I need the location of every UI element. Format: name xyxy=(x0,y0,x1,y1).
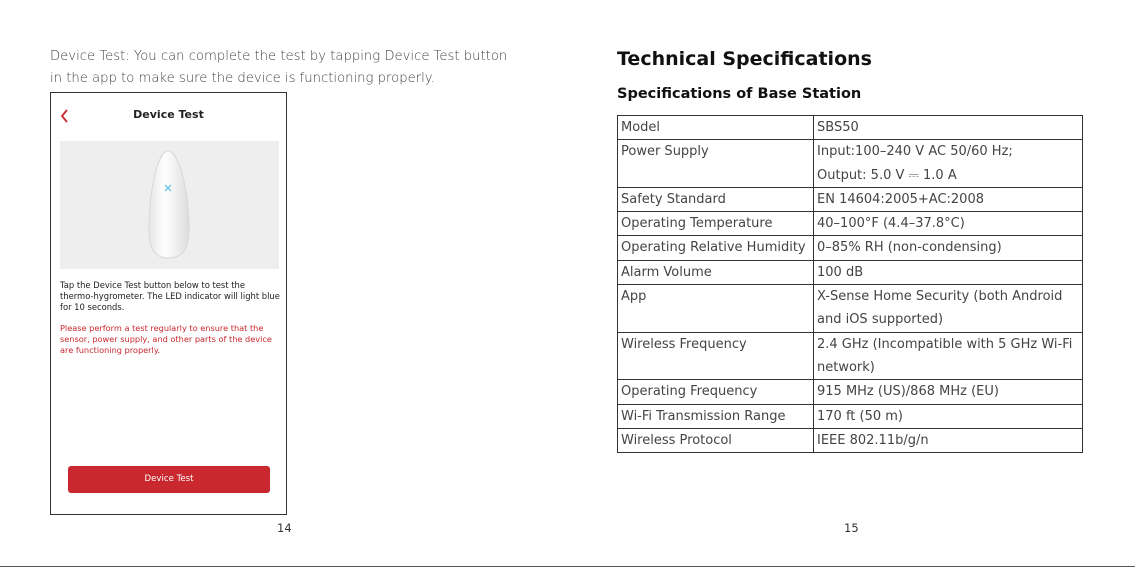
spec-key: Alarm Volume xyxy=(617,259,814,286)
spec-value: 40–100°F (4.4–37.8°C) xyxy=(813,211,1083,237)
spec-value: Input:100–240 V AC 50/60 Hz; Output: 5.0 … xyxy=(813,139,1083,188)
spec-value: 100 dB xyxy=(813,259,1083,286)
warning-text: Please perform a test regularly to ensur… xyxy=(60,323,272,355)
spec-key: App xyxy=(617,284,814,333)
spec-table: Model SBS50 Power Supply Input:100–240 V AC… xyxy=(617,114,1083,454)
spec-value: X-Sense Home Security (both Android and i… xyxy=(813,284,1083,333)
spec-value-line: IEEE 802.11b/g/n xyxy=(817,432,929,448)
page-number: 14 xyxy=(277,521,292,535)
device-test-button[interactable]: Device Test xyxy=(68,466,270,493)
screen-title: Device Test xyxy=(133,108,204,121)
spec-key: Operating Relative Humidity xyxy=(617,235,814,261)
spec-row: Wireless Frequency 2.4 GHz (Incompatible … xyxy=(617,331,1083,381)
spec-row: Power Supply Input:100–240 V AC 50/60 Hz;… xyxy=(617,139,1083,188)
spec-value: 2.4 GHz (Incompatible with 5 GHz Wi-Fi ne… xyxy=(813,331,1083,381)
spec-value-line: and iOS supported) xyxy=(817,312,944,328)
spec-value-line: 915 MHz (US)/868 MHz (EU) xyxy=(817,384,999,400)
spec-key: Wireless Frequency xyxy=(617,331,814,381)
spec-value-line: EN 14604:2005+AC:2008 xyxy=(817,191,984,207)
spec-value: IEEE 802.11b/g/n xyxy=(813,427,1083,454)
spec-row: Wireless Protocol IEEE 802.11b/g/n xyxy=(617,427,1083,454)
spec-value-line: 170 ft (50 m) xyxy=(817,408,904,424)
spec-key: Operating Temperature xyxy=(617,211,814,237)
page-number: 15 xyxy=(844,521,859,535)
bottom-rule xyxy=(0,566,1135,567)
spec-row: App X-Sense Home Security (both Android an… xyxy=(617,284,1083,333)
spec-key: Operating Frequency xyxy=(617,379,814,405)
spec-value: SBS50 xyxy=(813,114,1083,141)
section-title: Technical Specifications xyxy=(617,48,872,70)
spec-value-line: 0–85% RH (non-condensing) xyxy=(817,240,1002,256)
spec-value: 915 MHz (US)/868 MHz (EU) xyxy=(813,379,1083,405)
spec-value-line: network) xyxy=(817,359,875,375)
spec-row: Operating Temperature 40–100°F (4.4–37.8°… xyxy=(617,211,1083,237)
back-arrow xyxy=(60,109,68,123)
spec-value-line: 40–100°F (4.4–37.8°C) xyxy=(817,216,965,232)
spec-row: Model SBS50 xyxy=(617,114,1083,141)
spec-value: 170 ft (50 m) xyxy=(813,403,1083,429)
spec-row: Wi-Fi Transmission Range 170 ft (50 m) xyxy=(617,403,1083,429)
spec-key: Safety Standard xyxy=(617,186,814,213)
spec-value-line: Output: 5.0 V ⎓ 1.0 A xyxy=(817,167,957,183)
instruction-text: Tap the Device Test button below to test… xyxy=(60,280,280,312)
intro-text: Device Test: You can complete the test b… xyxy=(50,49,508,86)
spec-row: Alarm Volume 100 dB xyxy=(617,259,1083,286)
spec-row: Operating Relative Humidity 0–85% RH (non… xyxy=(617,235,1083,261)
spec-key: Model xyxy=(617,114,814,141)
spec-value: EN 14604:2005+AC:2008 xyxy=(813,186,1083,213)
spec-value-line: SBS50 xyxy=(817,120,859,135)
spec-row: Operating Frequency 915 MHz (US)/868 MHz … xyxy=(617,379,1083,405)
spec-key: Wireless Protocol xyxy=(617,427,814,454)
spec-value-line: X-Sense Home Security (both Android xyxy=(817,289,1063,305)
spec-value-line: 2.4 GHz (Incompatible with 5 GHz Wi-Fi xyxy=(817,336,1073,352)
spec-row: Safety Standard EN 14604:2005+AC:2008 xyxy=(617,186,1083,213)
spec-key: Power Supply xyxy=(617,139,814,188)
spec-key: Wi-Fi Transmission Range xyxy=(617,403,814,429)
sensor-illustration xyxy=(148,150,190,259)
section-subtitle: Specifications of Base Station xyxy=(617,86,862,102)
spec-value-line: Input:100–240 V AC 50/60 Hz; xyxy=(817,144,1013,160)
spec-value: 0–85% RH (non-condensing) xyxy=(813,235,1083,261)
spec-value-line: 100 dB xyxy=(817,264,864,280)
